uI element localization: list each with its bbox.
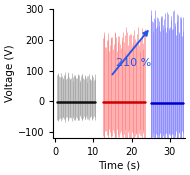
X-axis label: Time (s): Time (s) [98, 160, 140, 170]
Text: 210 %: 210 % [116, 58, 152, 68]
Y-axis label: Voltage (V): Voltage (V) [5, 45, 15, 102]
